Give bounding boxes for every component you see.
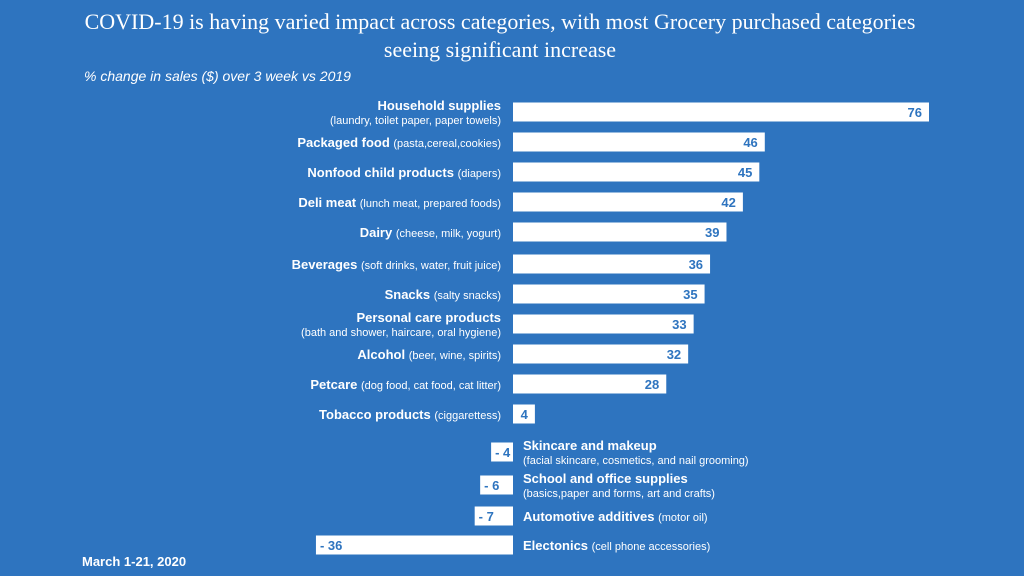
category-label: School and office supplies (basics,paper … <box>523 471 715 500</box>
bar-value-label: 28 <box>645 377 659 392</box>
bar-8 <box>513 344 689 364</box>
category-label: Personal care products (bath and shower, … <box>301 310 501 339</box>
category-label: Household supplies (laundry, toilet paper… <box>330 98 501 127</box>
bar-1 <box>513 132 765 152</box>
bar-value-label: 46 <box>743 135 757 150</box>
bar-value-label: - 7 <box>479 509 494 524</box>
bar-2 <box>513 162 760 182</box>
bar-13 <box>474 506 513 526</box>
category-label: Petcare (dog food, cat food, cat litter) <box>310 377 501 392</box>
bar-value-label: 4 <box>521 407 529 422</box>
bar-0 <box>513 102 929 122</box>
category-label: Electonics (cell phone accessories) <box>523 538 710 553</box>
bar-value-label: 39 <box>705 225 719 240</box>
bar-3 <box>513 192 743 212</box>
bar-12 <box>480 475 513 495</box>
bar-6 <box>513 284 705 304</box>
bar-value-label: 35 <box>683 287 697 302</box>
category-label: Automotive additives (motor oil) <box>523 509 708 524</box>
category-label: Snacks (salty snacks) <box>385 287 501 302</box>
category-label: Beverages (soft drinks, water, fruit jui… <box>292 257 501 272</box>
category-label: Dairy (cheese, milk, yogurt) <box>360 225 501 240</box>
bar-value-label: 36 <box>689 257 703 272</box>
bar-value-label: 76 <box>908 105 922 120</box>
bar-value-label: - 6 <box>484 478 499 493</box>
bar-value-label: - 36 <box>320 538 342 553</box>
bar-value-label: 32 <box>667 347 681 362</box>
bar-value-label: 45 <box>738 165 752 180</box>
category-label: Alcohol (beer, wine, spirits) <box>357 347 501 362</box>
bar-value-label: - 4 <box>495 445 511 460</box>
bar-14 <box>315 535 513 555</box>
category-label: Packaged food (pasta,cereal,cookies) <box>297 135 501 150</box>
bar-value-label: 33 <box>672 317 686 332</box>
bar-9 <box>513 374 667 394</box>
bar-11 <box>491 442 513 462</box>
bar-value-label: 42 <box>721 195 735 210</box>
bar-10 <box>513 404 535 424</box>
category-label: Tobacco products (ciggarettess) <box>319 407 501 422</box>
category-label: Nonfood child products (diapers) <box>307 165 501 180</box>
category-label: Deli meat (lunch meat, prepared foods) <box>298 195 501 210</box>
bar-7 <box>513 314 694 334</box>
chart-title: COVID-19 is having varied impact across … <box>84 9 916 62</box>
bar-4 <box>513 222 727 242</box>
chart-subtitle: % change in sales ($) over 3 week vs 201… <box>84 68 351 84</box>
date-range-note: March 1-21, 2020 <box>82 554 187 569</box>
bar-5 <box>513 254 711 274</box>
category-label: Skincare and makeup (facial skincare, cos… <box>523 438 749 467</box>
